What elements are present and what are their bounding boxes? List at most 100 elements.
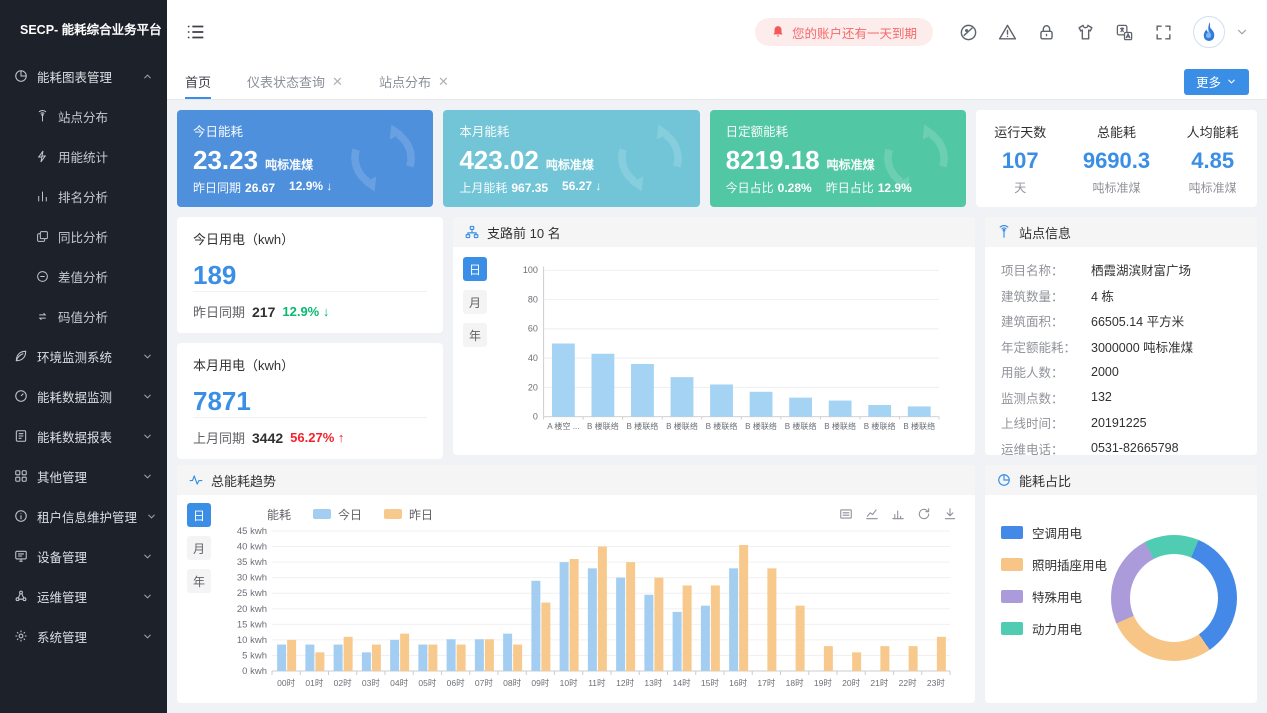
download-icon[interactable] [943,507,957,521]
trend-bar-昨日[interactable] [795,605,805,671]
trend-bar-昨日[interactable] [343,636,353,671]
trend-bar-今日[interactable] [361,652,371,671]
fullscreen-icon[interactable] [1154,23,1173,42]
sidebar-item-3[interactable]: 能耗数据报表 [0,416,167,456]
legend-item-昨日[interactable]: 昨日 [384,506,433,523]
trend-bar-昨日[interactable] [428,644,438,671]
sidebar-subitem-码值分析[interactable]: 码值分析 [0,296,167,336]
branch-bar[interactable] [670,377,694,417]
trend-bar-今日[interactable] [729,568,739,671]
trend-bar-今日[interactable] [418,644,428,671]
branch-period-日[interactable]: 日 [463,257,487,281]
branch-bar[interactable] [710,384,733,417]
trend-bar-昨日[interactable] [654,577,664,671]
trend-bar-昨日[interactable] [880,646,890,671]
sidebar-subitem-差值分析[interactable]: 差值分析 [0,256,167,296]
trend-bar-今日[interactable] [700,605,710,671]
lock-icon[interactable] [1037,23,1056,42]
trend-bar-昨日[interactable] [626,562,636,671]
tab-close-icon[interactable]: ✕ [437,73,449,89]
branch-bar[interactable] [749,391,773,417]
sidebar-item-2[interactable]: 能耗数据监测 [0,376,167,416]
gauge-icon [15,390,27,402]
tab-首页[interactable]: 首页 [185,64,212,99]
trend-bar-昨日[interactable] [682,585,692,671]
trend-bar-昨日[interactable] [287,639,297,671]
sidebar-subitem-站点分布[interactable]: 站点分布 [0,96,167,136]
sidebar-subitem-排名分析[interactable]: 排名分析 [0,176,167,216]
sidebar-item-8[interactable]: 系统管理 [0,616,167,656]
branch-period-月[interactable]: 月 [463,290,487,314]
data-view-icon[interactable] [839,507,853,521]
legend-item-今日[interactable]: 今日 [313,506,362,523]
user-menu-chevron-icon[interactable] [1235,25,1249,39]
trend-bar-今日[interactable] [390,639,400,671]
trend-bar-昨日[interactable] [597,546,607,671]
sidebar-item-5[interactable]: 租户信息维护管理 [0,496,167,536]
branch-bar[interactable] [907,406,931,417]
branch-bar[interactable] [631,363,654,417]
trend-period-月[interactable]: 月 [187,536,211,560]
trend-bar-昨日[interactable] [400,633,410,671]
trend-bar-昨日[interactable] [315,652,325,671]
trend-bar-昨日[interactable] [371,644,381,671]
branch-bar[interactable] [828,400,852,417]
trend-bar-今日[interactable] [503,633,513,671]
trend-bar-今日[interactable] [474,639,484,671]
sidebar-item-4[interactable]: 其他管理 [0,456,167,496]
branch-bar[interactable] [789,397,813,417]
translate-icon[interactable] [1115,23,1134,42]
theme-icon[interactable] [959,23,978,42]
trend-bar-昨日[interactable] [710,585,720,671]
branch-bar[interactable] [868,404,892,417]
trend-bar-今日[interactable] [531,580,541,671]
trend-bar-昨日[interactable] [541,602,551,671]
trend-bar-昨日[interactable] [852,652,862,671]
trend-bar-昨日[interactable] [823,646,833,671]
branch-bar[interactable] [591,353,615,417]
trend-bar-昨日[interactable] [513,644,523,671]
branch-bar[interactable] [551,343,575,417]
trend-bar-昨日[interactable] [767,568,777,671]
branch-period-年[interactable]: 年 [463,323,487,347]
donut-legend-item-动力用电[interactable]: 动力用电 [1001,619,1107,638]
donut-legend-item-特殊用电[interactable]: 特殊用电 [1001,587,1107,606]
trend-bar-今日[interactable] [305,644,315,671]
trend-bar-今日[interactable] [446,639,456,671]
trend-bar-昨日[interactable] [908,646,918,671]
sidebar-subitem-同比分析[interactable]: 同比分析 [0,216,167,256]
trend-bar-今日[interactable] [616,577,626,671]
tab-close-icon[interactable]: ✕ [332,73,343,89]
bar-chart-icon[interactable] [891,507,905,521]
trend-bar-今日[interactable] [559,562,569,671]
trend-bar-今日[interactable] [672,611,682,671]
trend-bar-昨日[interactable] [456,644,466,671]
sidebar-subitem-用能统计[interactable]: 用能统计 [0,136,167,176]
trend-bar-昨日[interactable] [484,639,494,671]
trend-bar-昨日[interactable] [936,636,946,671]
line-chart-icon[interactable] [865,507,879,521]
trend-bar-今日[interactable] [333,644,343,671]
tshirt-icon[interactable] [1076,23,1095,42]
trend-period-日[interactable]: 日 [187,503,211,527]
donut-legend-item-照明插座用电[interactable]: 照明插座用电 [1001,555,1107,574]
trend-period-年[interactable]: 年 [187,569,211,593]
account-expiry-alert[interactable]: 您的账户还有一天到期 [754,18,933,46]
trend-bar-昨日[interactable] [569,559,579,671]
sidebar-item-1[interactable]: 环境监测系统 [0,336,167,376]
trend-bar-今日[interactable] [587,568,597,671]
trend-bar-今日[interactable] [644,594,654,671]
user-avatar[interactable] [1193,16,1225,48]
tab-站点分布[interactable]: 站点分布 ✕ [379,64,449,99]
collapse-menu-icon[interactable] [185,21,207,43]
donut-legend-item-空调用电[interactable]: 空调用电 [1001,523,1107,542]
refresh-icon[interactable] [917,507,931,521]
trend-bar-今日[interactable] [277,644,287,671]
sidebar-item-0[interactable]: 能耗图表管理 [0,56,167,96]
sidebar-item-7[interactable]: 运维管理 [0,576,167,616]
sidebar-item-6[interactable]: 设备管理 [0,536,167,576]
warning-icon[interactable] [998,23,1017,42]
tab-仪表状态查询[interactable]: 仪表状态查询 ✕ [247,64,343,99]
more-button[interactable]: 更多 [1183,68,1249,95]
trend-bar-昨日[interactable] [739,545,749,671]
